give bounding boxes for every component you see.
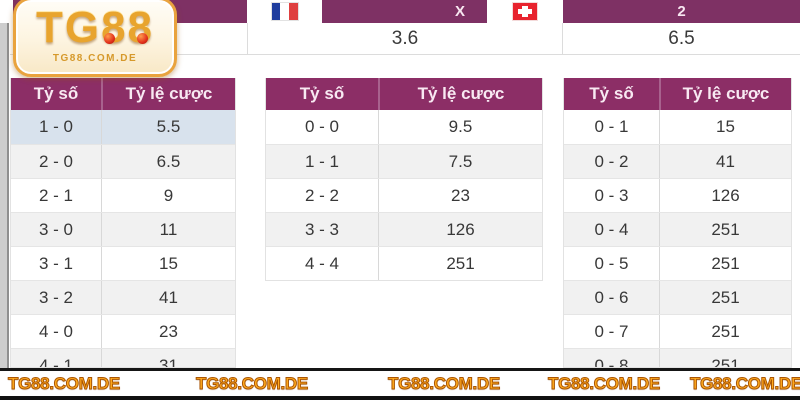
score-cell: 0 - 2 [594,151,629,171]
score-cell: 3 - 2 [38,287,74,307]
table-header: Tỷ số Tỷ lệ cược [11,78,235,110]
odds-cell[interactable]: 251 [378,247,542,280]
score-row[interactable]: 1 - 0 5.5 [11,110,235,144]
score-cell: 4 - 4 [304,253,340,273]
score-cell: 0 - 0 [304,117,340,136]
france-flag-icon [271,3,298,20]
draw-odds-cell[interactable]: 3.6 [247,23,563,55]
score-row[interactable]: 3 - 2 41 [11,280,235,314]
odds-cell[interactable]: 31 [101,349,235,367]
odds-cell[interactable]: 41 [101,281,235,314]
gem-icon [104,33,115,44]
watermark-text: TG88.COM.DE [548,373,661,393]
score-cell: 1 - 1 [304,151,340,171]
score-row[interactable]: 2 - 0 6.5 [11,144,235,178]
away-odds-cell[interactable]: 6.5 [668,28,695,49]
watermark-bar: TG88.COM.DE TG88.COM.DE TG88.COM.DE TG88.CO… [0,368,800,400]
odds-cell[interactable]: 9 [101,179,235,212]
odds-cell[interactable]: 6.5 [101,145,235,178]
score-column-header: Tỷ số [299,84,345,103]
odds-cell[interactable]: 23 [101,315,235,348]
score-cell: 3 - 3 [304,219,340,239]
score-row[interactable]: 3 - 3 126 [266,212,542,246]
score-column-header: Tỷ số [33,84,79,103]
score-cell: 0 - 5 [594,253,629,273]
score-cell: 3 - 1 [38,253,74,273]
score-row[interactable]: 1 - 1 7.5 [266,144,542,178]
score-cell: 1 - 0 [38,117,74,136]
score-table-home: Tỷ số Tỷ lệ cược 1 - 0 5.5 2 - 0 6.5 2 -… [10,78,236,368]
score-row[interactable]: 4 - 0 23 [11,314,235,348]
score-row[interactable]: 3 - 0 11 [11,212,235,246]
page-edge-line [7,23,9,368]
score-cell: 2 - 2 [304,185,340,205]
gem-icon [137,33,148,44]
score-column-header: Tỷ số [589,84,634,103]
score-row[interactable]: 3 - 1 15 [11,246,235,280]
odds-cell[interactable]: 251 [659,315,791,348]
odds-column-header: Tỷ lệ cược [101,78,235,110]
score-cell: 0 - 1 [594,117,629,136]
odds-cell[interactable]: 9.5 [378,110,542,144]
score-cell: 4 - 0 [38,321,74,341]
score-table-draw: Tỷ số Tỷ lệ cược 0 - 0 9.5 1 - 1 7.5 2 -… [265,78,543,281]
switzerland-flag-icon [513,3,537,20]
odds-cell[interactable]: 41 [659,145,791,178]
watermark-text: TG88.COM.DE [8,373,121,393]
score-cell: 0 - 4 [594,219,629,239]
score-row[interactable]: 0 - 8 251 [564,348,791,368]
score-cell: 0 - 7 [594,321,629,341]
away-label: 2 [677,3,686,20]
score-table-away: Tỷ số Tỷ lệ cược 0 - 1 15 0 - 2 41 0 - 3… [563,78,792,368]
away-header-cell[interactable]: 2 [563,0,800,23]
away-flag-cell [487,0,563,23]
odds-cell[interactable]: 7.5 [378,145,542,178]
score-row[interactable]: 0 - 7 251 [564,314,791,348]
score-row[interactable]: 0 - 1 15 [564,110,791,144]
score-cell: 4 - 1 [38,355,74,368]
score-row[interactable]: 4 - 1 31 [11,348,235,368]
odds-cell[interactable]: 23 [378,179,542,212]
odds-cell[interactable]: 11 [101,213,235,246]
home-flag-cell [247,0,322,23]
odds-cell[interactable]: 251 [659,213,791,246]
score-row[interactable]: 0 - 0 9.5 [266,110,542,144]
score-row[interactable]: 2 - 2 23 [266,178,542,212]
odds-cell[interactable]: 251 [659,247,791,280]
draw-label: X [454,3,465,20]
score-row[interactable]: 0 - 4 251 [564,212,791,246]
watermark-text: TG88.COM.DE [388,373,501,393]
score-cell: 0 - 3 [594,185,629,205]
score-cell: 0 - 8 [594,355,629,368]
odds-cell[interactable]: 251 [659,281,791,314]
watermark-text: TG88.COM.DE [690,373,800,393]
score-row[interactable]: 0 - 3 126 [564,178,791,212]
tg88-logo: TG88 TG88.COM.DE [13,0,177,77]
odds-cell[interactable]: 126 [659,179,791,212]
score-cell: 3 - 0 [38,219,74,239]
page-edge-strip [0,23,7,368]
score-cell: 2 - 0 [38,151,74,171]
watermark-text: TG88.COM.DE [196,373,309,393]
odds-column-header: Tỷ lệ cược [378,78,542,110]
odds-cell[interactable]: 251 [659,349,791,367]
table-header: Tỷ số Tỷ lệ cược [564,78,791,110]
score-cell: 0 - 6 [594,287,629,307]
odds-cell[interactable]: 126 [378,213,542,246]
score-cell: 2 - 1 [38,185,74,205]
draw-header-cell[interactable]: X [322,0,487,23]
odds-cell[interactable]: 5.5 [101,110,235,144]
table-header: Tỷ số Tỷ lệ cược [266,78,542,110]
odds-cell[interactable]: 15 [101,247,235,280]
score-row[interactable]: 0 - 5 251 [564,246,791,280]
score-row[interactable]: 0 - 2 41 [564,144,791,178]
score-row[interactable]: 2 - 1 9 [11,178,235,212]
logo-text: TG88 [35,3,155,52]
score-row[interactable]: 0 - 6 251 [564,280,791,314]
logo-subtext: TG88.COM.DE [52,53,138,64]
odds-cell[interactable]: 15 [659,110,791,144]
score-row[interactable]: 4 - 4 251 [266,246,542,280]
odds-column-header: Tỷ lệ cược [659,78,791,110]
